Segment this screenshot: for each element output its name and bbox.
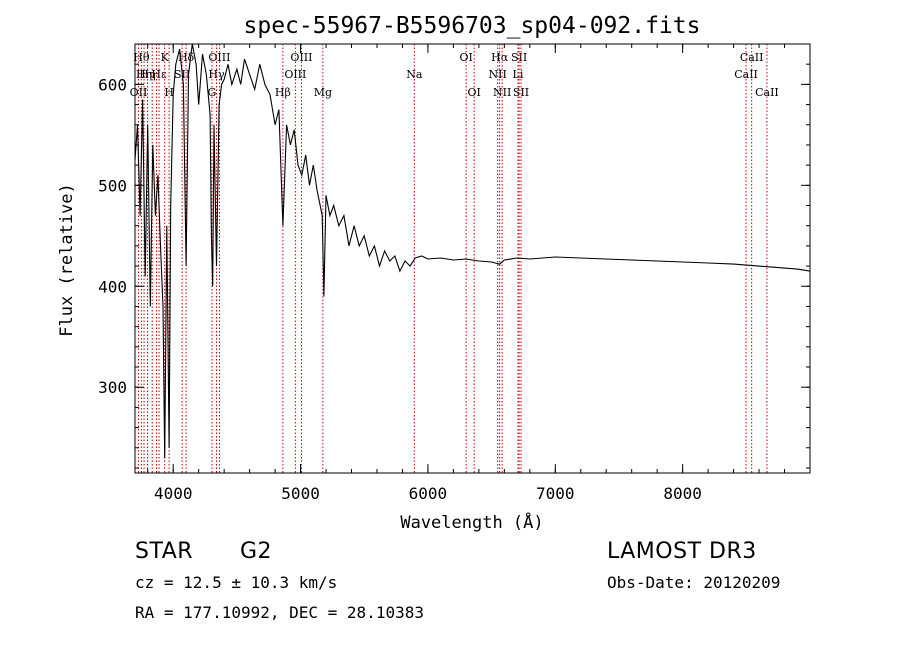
marker-label-0: OII bbox=[130, 86, 148, 99]
marker-label-8: H bbox=[164, 86, 174, 99]
x-tick-label-3: 7000 bbox=[536, 484, 575, 503]
marker-label-6: Hε bbox=[151, 68, 167, 81]
marker-label-21: NII bbox=[489, 68, 507, 81]
y-tick-label-0: 300 bbox=[98, 378, 127, 397]
coordinates-text: RA = 177.10992, DEC = 28.10383 bbox=[135, 603, 424, 622]
x-tick-label-0: 4000 bbox=[154, 484, 193, 503]
x-tick-label-1: 5000 bbox=[281, 484, 320, 503]
y-tick-label-3: 600 bbox=[98, 75, 127, 94]
marker-label-27: CaII bbox=[734, 68, 758, 81]
marker-label-20: OI bbox=[467, 86, 480, 99]
series-line-0 bbox=[135, 44, 810, 458]
plot-frame bbox=[134, 43, 811, 474]
marker-label-18: Na bbox=[406, 68, 423, 81]
marker-label-13: OIII bbox=[208, 51, 230, 64]
marker-label-12: Hγ bbox=[208, 68, 225, 81]
marker-label-2: Hη bbox=[136, 68, 152, 81]
x-axis-label: Wavelength (Å) bbox=[400, 511, 543, 533]
marker-label-24: Li bbox=[513, 68, 524, 81]
marker-label-26: SII bbox=[513, 86, 529, 99]
redshift-text: cz = 12.5 ± 10.3 km/s bbox=[135, 573, 338, 592]
x-tick-label-4: 8000 bbox=[663, 484, 702, 503]
marker-label-17: Mg bbox=[314, 86, 332, 99]
marker-label-22: Hα bbox=[491, 51, 509, 64]
marker-label-11: G bbox=[208, 86, 217, 99]
marker-label-28: CaII bbox=[740, 51, 764, 64]
y-tick-label-1: 400 bbox=[98, 277, 127, 296]
obs-date-text: Obs-Date: 20120209 bbox=[607, 573, 781, 592]
survey-label: LAMOST DR3 bbox=[607, 539, 757, 564]
y-axis-label: Flux (relative) bbox=[57, 183, 77, 337]
marker-label-3: Hη bbox=[139, 68, 155, 81]
x-tick-label-2: 6000 bbox=[409, 484, 448, 503]
marker-label-7: K bbox=[161, 51, 170, 64]
marker-label-14: Hβ bbox=[275, 86, 291, 99]
marker-label-1: Hθ bbox=[133, 51, 150, 64]
marker-label-29: CaII bbox=[755, 86, 779, 99]
object-class: STAR bbox=[135, 539, 194, 564]
marker-label-25: SII bbox=[511, 51, 527, 64]
line-markers: OIIHθHηHηHεKHSIIHδGHγOIIIHβOIIIOIIIMgNaO… bbox=[130, 44, 779, 473]
y-tick-label-2: 500 bbox=[98, 176, 127, 195]
axes: 4000 5000 6000 7000 8000 300 400 500 600 bbox=[98, 43, 811, 503]
marker-label-15: OIII bbox=[284, 68, 306, 81]
marker-label-16: OIII bbox=[290, 51, 312, 64]
object-subclass: G2 bbox=[240, 539, 273, 564]
chart-title: spec-55967-B5596703_sp04-092.fits bbox=[244, 13, 701, 39]
series-layer bbox=[135, 44, 810, 458]
marker-label-23: NII bbox=[493, 86, 511, 99]
marker-label-19: OI bbox=[459, 51, 472, 64]
